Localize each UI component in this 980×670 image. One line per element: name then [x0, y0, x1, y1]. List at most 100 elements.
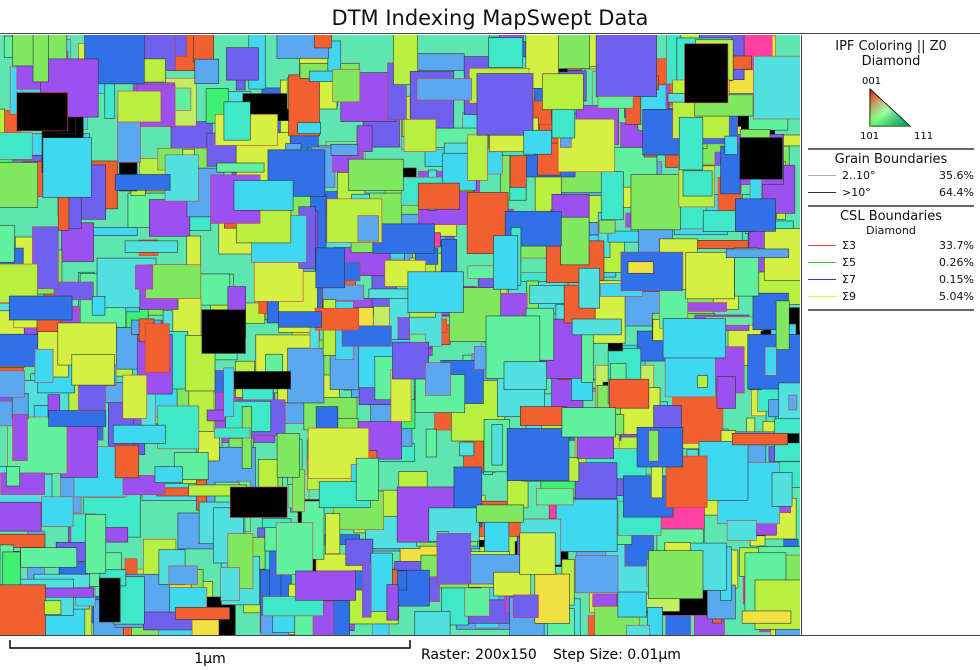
grain [667, 93, 687, 103]
grain [407, 271, 464, 313]
grain [425, 428, 437, 458]
row-value: 0.15% [939, 273, 974, 286]
grain [647, 606, 663, 635]
grain [32, 35, 49, 83]
grain [356, 125, 373, 152]
legend-row: Σ9 5.04% [802, 288, 980, 305]
grain [192, 35, 214, 63]
grain [678, 117, 704, 171]
grain [0, 533, 46, 548]
grain [571, 318, 622, 336]
ipf-key: 001 101 111 [860, 76, 933, 142]
grain [122, 374, 148, 419]
line-swatch [808, 262, 836, 263]
grain [53, 281, 94, 301]
grain [476, 73, 534, 136]
grain [34, 348, 54, 383]
grain [276, 433, 300, 478]
grain [114, 444, 140, 479]
grain [164, 154, 199, 202]
grain [309, 70, 335, 82]
grain [684, 43, 729, 104]
grain [775, 300, 790, 350]
grain [617, 591, 647, 618]
grain [416, 78, 472, 101]
grain [135, 264, 154, 290]
grain [512, 594, 539, 618]
grain [145, 264, 202, 299]
grain [372, 223, 435, 254]
grain [229, 486, 288, 518]
grain [206, 409, 226, 422]
grain [735, 198, 776, 232]
gb-title: Grain Boundaries [834, 152, 948, 167]
line-swatch [808, 279, 836, 280]
grain [99, 577, 121, 623]
grain [555, 498, 618, 552]
grain [520, 406, 567, 426]
grain [731, 433, 788, 446]
grain [725, 248, 789, 258]
grain [724, 135, 738, 155]
ipf-title: IPF Coloring || Z0 [835, 39, 947, 54]
grain [597, 96, 634, 109]
grain [685, 251, 735, 300]
grain [764, 346, 777, 376]
grain [716, 376, 736, 409]
grain [410, 53, 465, 71]
grain [114, 174, 171, 191]
grain [493, 571, 532, 597]
legend-row: 2..10° 35.6% [802, 167, 980, 184]
grain [117, 90, 162, 123]
grain [233, 180, 294, 211]
legend-row: >10° 64.4% [802, 184, 980, 201]
grain [749, 535, 766, 547]
grain [476, 504, 524, 523]
grain [20, 547, 78, 568]
grain [436, 533, 472, 585]
grain [0, 584, 46, 635]
grain [223, 367, 235, 417]
grain [491, 424, 503, 466]
grain [362, 562, 372, 618]
grain [560, 216, 590, 266]
grain [598, 220, 616, 234]
raster: Raster: 200x150 [421, 647, 537, 663]
grain [627, 261, 654, 274]
grain [648, 430, 659, 462]
csl-phase: Diamond [866, 224, 916, 237]
grain [542, 73, 584, 110]
grain [503, 361, 547, 390]
legend-row: Σ3 33.7% [802, 237, 980, 254]
grain [275, 522, 314, 575]
row-label: Σ7 [842, 273, 856, 286]
grain [600, 171, 624, 221]
grain [122, 475, 166, 496]
row-label: 2..10° [842, 169, 876, 182]
scale-label: 1µm [194, 651, 225, 667]
legend-panel: IPF Coloring || Z0 Diamond 001 101 111 G… [801, 35, 980, 635]
grain [2, 551, 21, 588]
grain [536, 488, 574, 506]
grain [726, 520, 757, 541]
grain [630, 174, 681, 231]
rule [808, 205, 974, 207]
grain [8, 295, 73, 321]
footer: 1µm Raster: 200x150 Step Size: 0.01µm [0, 635, 980, 670]
rule [808, 148, 974, 150]
ipf-phase: Diamond [861, 54, 921, 69]
line-swatch [808, 245, 836, 246]
grain [223, 101, 251, 141]
grain [682, 170, 713, 197]
grain [41, 496, 74, 527]
row-value: 0.26% [939, 256, 974, 269]
grain [0, 132, 33, 160]
grain [467, 134, 488, 181]
grain [771, 472, 793, 507]
grain [341, 325, 392, 347]
grain [636, 426, 684, 468]
grain [226, 47, 259, 81]
grain [459, 441, 475, 457]
grain [523, 130, 552, 155]
grain [201, 309, 246, 354]
